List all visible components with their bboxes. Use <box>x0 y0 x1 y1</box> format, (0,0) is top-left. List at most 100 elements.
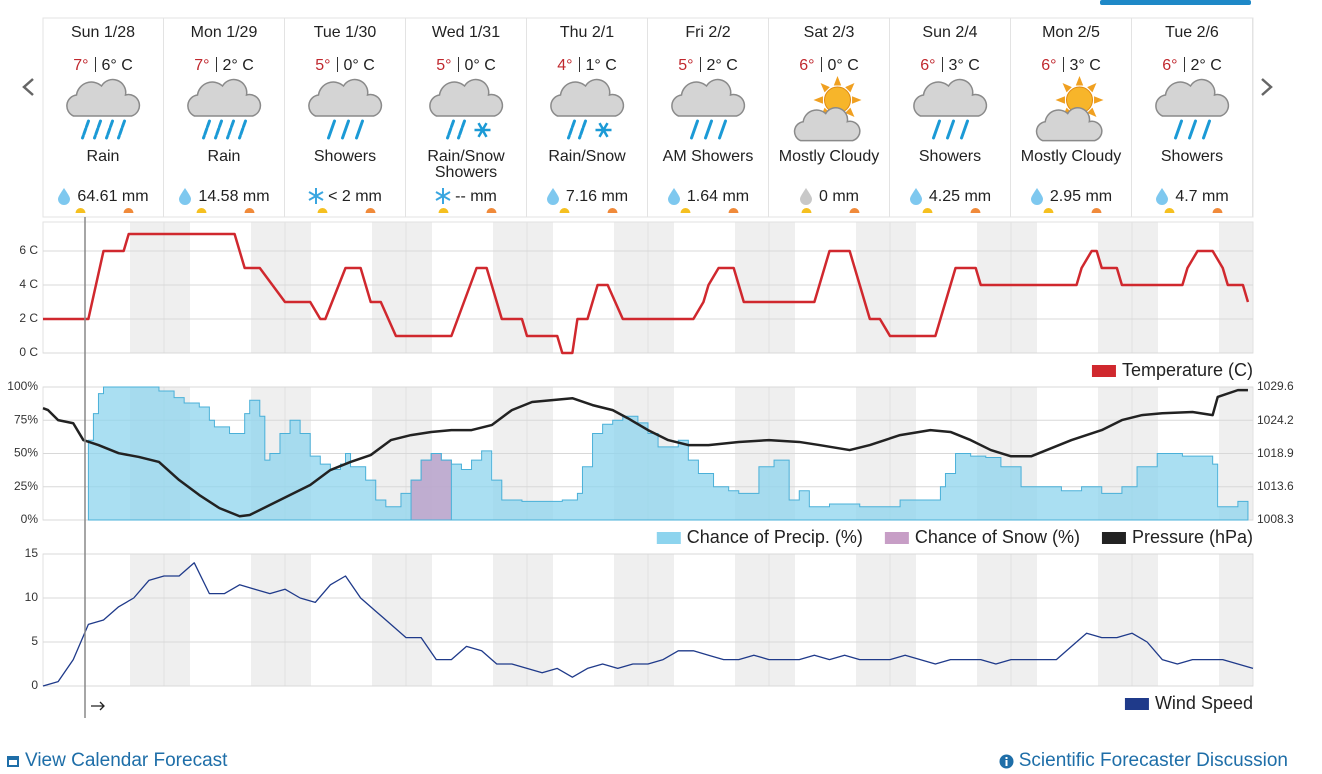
day-label: Mon 1/29 <box>190 24 258 41</box>
rain-streak <box>960 119 969 140</box>
sunset <box>486 208 497 213</box>
night-band <box>372 222 432 353</box>
day-strip-border <box>42 17 1254 218</box>
low-temp: 2° C <box>706 57 738 74</box>
sun-ray <box>833 76 842 86</box>
night-band <box>735 222 795 353</box>
day-label: Tue 2/6 <box>1165 24 1219 41</box>
area <box>410 453 452 521</box>
snowflake-arm <box>477 122 488 138</box>
sunrise <box>75 208 86 213</box>
night-band <box>856 222 916 353</box>
precip: 4.7 mm <box>1132 187 1252 206</box>
y-tick-label: 4 C <box>19 277 38 291</box>
night-band <box>977 222 1037 353</box>
calendar-icon <box>7 756 19 767</box>
rain-streak <box>457 119 466 140</box>
precip: 0 mm <box>769 187 889 206</box>
prev-arrow[interactable] <box>22 78 34 96</box>
precip-icon <box>435 188 451 204</box>
sunrise <box>1043 208 1054 213</box>
next-arrow[interactable] <box>1261 78 1273 96</box>
info-icon <box>999 754 1014 768</box>
night-band <box>493 554 553 686</box>
day-column: Wed 1/31 5° 0° C Rain/Snow Showers -- mm <box>406 18 527 217</box>
sunset <box>123 208 134 213</box>
sunset <box>970 208 981 213</box>
low-temp: 0° C <box>827 57 859 74</box>
discussion-link-text[interactable]: Scientific Forecaster Discussion <box>1018 750 1288 771</box>
precip: -- mm <box>406 187 526 206</box>
precip-icon <box>667 188 680 205</box>
sun-ray <box>845 83 855 93</box>
condition: AM Showers <box>662 148 754 165</box>
night-band <box>251 554 311 686</box>
rain-streak <box>226 119 235 140</box>
day-column: Sun 1/28 7° 6° C Rain 64.61 mm <box>43 18 164 217</box>
temps: 7° 6° C <box>43 57 163 75</box>
line <box>42 562 1254 687</box>
low-temp: 0° C <box>343 57 375 74</box>
precip-icon <box>179 188 192 205</box>
precip-icon <box>909 188 922 205</box>
day-label: Mon 2/5 <box>1042 24 1100 41</box>
day-column: Sun 2/4 6° 3° C Showers 4.25 mm <box>890 18 1011 217</box>
area <box>87 386 1249 521</box>
sunset <box>607 208 618 213</box>
legend-label: Wind Speed <box>1155 693 1253 713</box>
cloud <box>308 78 383 117</box>
y2-tick-label: 1018.9 <box>1257 446 1294 460</box>
sunrise <box>317 208 328 213</box>
day-label: Fri 2/2 <box>685 24 731 41</box>
line <box>43 232 1250 355</box>
day-label: Sun 1/28 <box>70 24 136 41</box>
sunrise <box>922 208 933 213</box>
precip-amount: 2.95 mm <box>1049 187 1113 205</box>
top-button[interactable] <box>1100 0 1251 5</box>
sunrise <box>801 208 812 213</box>
sunrise <box>438 208 449 213</box>
sunrise <box>1164 208 1175 213</box>
night-band <box>614 222 674 353</box>
cloud <box>1035 107 1103 142</box>
calendar-link[interactable]: View Calendar Forecast <box>6 750 227 772</box>
day-label: Sat 2/3 <box>803 24 855 41</box>
legend-label: Pressure (hPa) <box>1132 527 1253 547</box>
precip: 1.64 mm <box>648 187 768 206</box>
separator <box>215 57 217 72</box>
condition: Showers <box>918 148 982 165</box>
temps: 4° 1° C <box>527 57 647 75</box>
high-temp: 5° <box>436 57 452 74</box>
precip-amount: 1.64 mm <box>686 187 750 205</box>
precip-amount: 64.61 mm <box>77 187 149 205</box>
high-temp: 5° <box>678 57 694 74</box>
rain-streak <box>341 119 350 140</box>
cloud <box>1155 78 1230 117</box>
condition: Mostly Cloudy <box>778 148 880 165</box>
day-column: Thu 2/1 4° 1° C Rain/Snow 7.16 mm <box>527 18 648 217</box>
separator <box>820 57 822 72</box>
sunset <box>728 208 739 213</box>
now-arrow <box>91 701 105 711</box>
y-tick-label: 100% <box>7 379 38 393</box>
rain-streak <box>718 119 727 140</box>
temps: 6° 3° C <box>890 57 1010 75</box>
y2-tick-label: 1008.3 <box>1257 512 1294 526</box>
discussion-link[interactable]: Scientific Forecaster Discussion <box>999 750 1288 772</box>
rain-streak <box>946 119 955 140</box>
separator <box>457 57 459 72</box>
cloud <box>429 78 504 117</box>
calendar-link-text[interactable]: View Calendar Forecast <box>25 750 228 771</box>
separator <box>578 57 580 72</box>
night-band <box>251 222 311 353</box>
precip-amount: -- mm <box>455 187 497 205</box>
condition: Rain <box>86 148 120 165</box>
separator <box>699 57 701 72</box>
y-tick-label: 0 C <box>19 345 38 359</box>
rain-streak <box>202 119 211 140</box>
sunset <box>849 208 860 213</box>
y2-tick-label: 1024.2 <box>1257 413 1294 427</box>
legend-label: Chance of Snow (%) <box>915 527 1080 547</box>
precip: 2.95 mm <box>1011 187 1131 206</box>
y-tick-label: 10 <box>25 590 39 604</box>
